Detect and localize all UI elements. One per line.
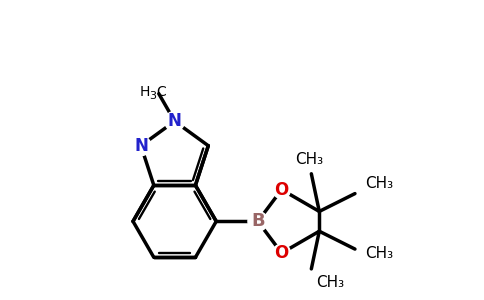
Text: N: N (167, 112, 182, 130)
Circle shape (272, 244, 290, 262)
Text: CH₃: CH₃ (365, 176, 393, 191)
Circle shape (248, 212, 268, 231)
Circle shape (165, 111, 184, 131)
Text: H: H (140, 85, 150, 99)
Text: CH₃: CH₃ (317, 275, 345, 290)
Text: C: C (156, 85, 166, 99)
Circle shape (272, 181, 290, 199)
Text: O: O (274, 181, 289, 199)
Text: O: O (274, 244, 289, 262)
Text: CH₃: CH₃ (365, 245, 393, 260)
Circle shape (131, 136, 151, 156)
Text: B: B (251, 212, 265, 230)
Text: 3: 3 (150, 91, 156, 101)
Text: N: N (134, 137, 148, 155)
Text: CH₃: CH₃ (295, 152, 323, 167)
